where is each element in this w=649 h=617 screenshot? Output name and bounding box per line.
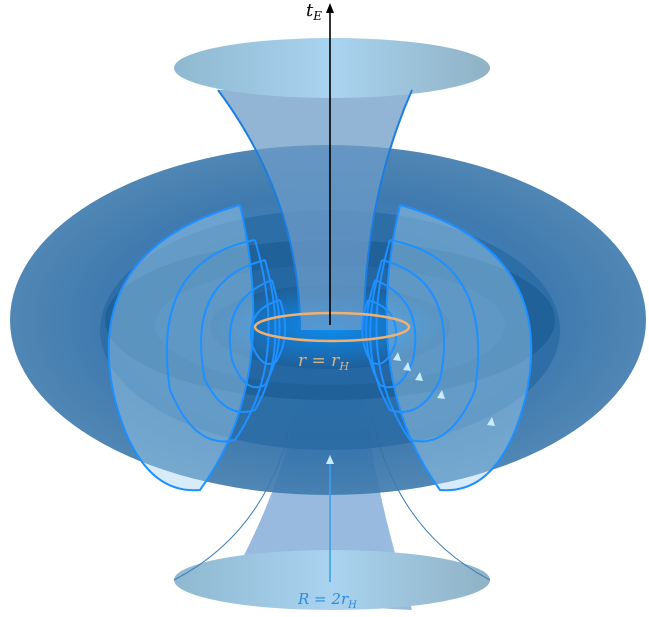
- hyperboloid-upper: [218, 90, 412, 330]
- axis-arrow: [326, 3, 334, 13]
- flow-arrows: [393, 352, 495, 426]
- time-axis-label: tE: [306, 0, 322, 23]
- radius-arrow: [326, 455, 334, 464]
- hyperboloid-bottom-cap: [174, 550, 490, 610]
- field-curves-left: [107, 204, 287, 492]
- hyperboloid-top-cap: [174, 38, 490, 98]
- radius-label: R = 2rH: [297, 590, 357, 611]
- horizon-label: r = rH: [298, 351, 349, 373]
- hyperboloid-edge: [217, 89, 413, 331]
- horizon-ring: [253, 311, 411, 343]
